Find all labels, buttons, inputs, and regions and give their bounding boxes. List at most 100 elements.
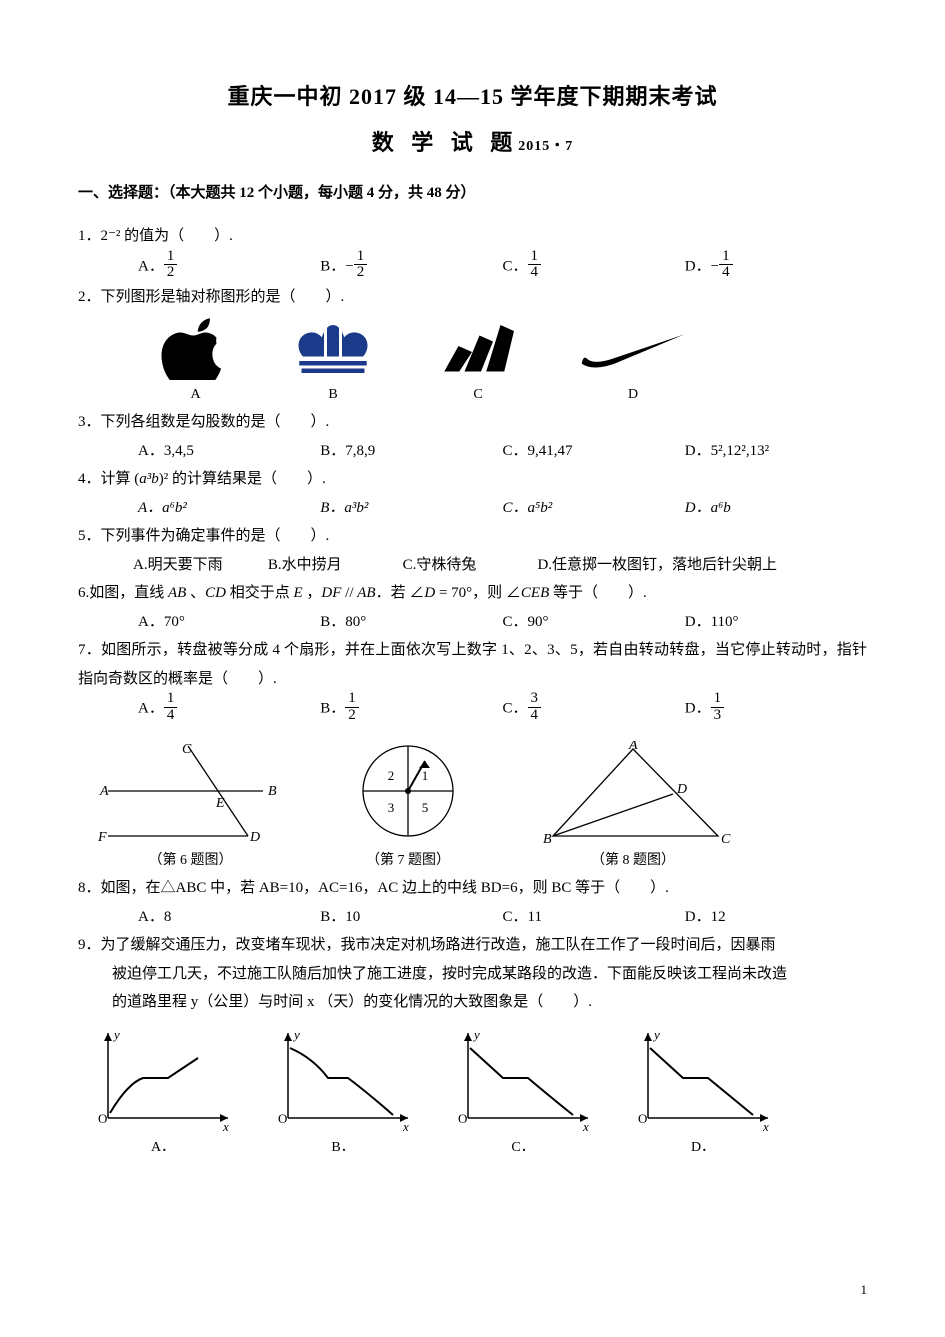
q4-opt-c: C．a⁵b² <box>503 494 685 523</box>
q5-options: A.明天要下雨 B.水中捞月 C.守株待兔 D.任意掷一枚图钉，落地后针尖朝上 <box>78 551 867 580</box>
q6-options: A．70° B．80° C．90° D．110° <box>78 608 867 637</box>
q2-stem: 2．下列图形是轴对称图形的是（ ）. <box>78 283 867 312</box>
q9-line1: 9．为了缓解交通压力，改变堵车现状，我市决定对机场路进行改造，施工队在工作了一段… <box>78 931 867 960</box>
q4-options: A．a⁶b² B．a³b² C．a⁵b² D．a⁶b <box>78 494 867 523</box>
fig8: A B C D （第 8 题图） <box>533 741 733 875</box>
q9-line3: 的道路里程 y（公里）与时间 x （天）的变化情况的大致图象是（ ）. <box>78 988 867 1017</box>
q9-graph-a: O x y A． <box>88 1023 238 1162</box>
svg-text:C: C <box>182 742 192 757</box>
fig6-caption: （第 6 题图） <box>98 848 283 875</box>
q3-stem: 3．下列各组数是勾股数的是（ ）. <box>78 408 867 437</box>
svg-text:O: O <box>638 1111 647 1126</box>
q4-opt-b: B．a³b² <box>320 494 502 523</box>
svg-text:x: x <box>582 1119 589 1133</box>
svg-text:1: 1 <box>422 768 429 783</box>
q2-label-b: B <box>288 382 378 409</box>
q2-fig-b: B <box>288 318 378 409</box>
q5-opt-c: C.守株待兔 <box>403 551 538 580</box>
svg-text:O: O <box>458 1111 467 1126</box>
svg-text:A: A <box>99 784 109 799</box>
heading-date: 2015・7 <box>518 139 573 154</box>
q1-stem: 1．2⁻² 的值为（ ）. <box>78 222 867 251</box>
q6-opt-c: C．90° <box>503 608 685 637</box>
q2-label-a: A <box>158 382 233 409</box>
q1-opt-a: A．12 <box>138 251 320 284</box>
svg-text:3: 3 <box>388 800 395 815</box>
graph-d-svg: O x y <box>628 1023 778 1133</box>
fig8-caption: （第 8 题图） <box>533 848 733 875</box>
q8-opt-a: A．8 <box>138 903 320 932</box>
svg-text:B: B <box>543 832 552 846</box>
q2-label-c: C <box>433 382 523 409</box>
svg-text:y: y <box>292 1027 300 1042</box>
svg-text:B: B <box>268 784 277 799</box>
apple-logo-icon <box>158 318 233 380</box>
q9-label-b: B． <box>268 1135 418 1162</box>
q1-opt-b: B．−12 <box>320 251 502 284</box>
q2-figures: A B <box>78 318 867 409</box>
svg-text:D: D <box>249 830 260 845</box>
q8-options: A．8 B．10 C．11 D．12 <box>78 903 867 932</box>
q4-opt-a: A．a⁶b² <box>138 494 320 523</box>
q5-stem: 5．下列事件为确定事件的是（ ）. <box>78 522 867 551</box>
section-1-header: 一、选择题：（本大题共 12 个小题，每小题 4 分，共 48 分） <box>78 179 867 208</box>
q9-label-a: A． <box>88 1135 238 1162</box>
q3-opt-b: B．7,8,9 <box>320 437 502 466</box>
heading-line-2: 数 学 试 题2015・7 <box>78 122 867 164</box>
fig6-diagram: A B E C D F <box>98 741 283 846</box>
q9-label-d: D． <box>628 1135 778 1162</box>
nike-swoosh-icon <box>578 318 688 380</box>
svg-text:O: O <box>278 1111 287 1126</box>
svg-text:O: O <box>98 1111 107 1126</box>
q5-opt-b: B.水中捞月 <box>268 551 403 580</box>
svg-text:D: D <box>676 782 687 797</box>
q8-opt-b: B．10 <box>320 903 502 932</box>
svg-text:y: y <box>472 1027 480 1042</box>
q7-opt-d: D．13 <box>685 693 867 726</box>
q6-opt-b: B．80° <box>320 608 502 637</box>
svg-text:C: C <box>721 832 731 846</box>
svg-text:A: A <box>628 741 638 753</box>
q2-label-d: D <box>578 382 688 409</box>
fig8-triangle: A B C D <box>533 741 733 846</box>
heading-line-1: 重庆一中初 2017 级 14—15 学年度下期期末考试 <box>78 76 867 118</box>
svg-text:y: y <box>112 1027 120 1042</box>
fig7: 1 2 3 5 （第 7 题图） <box>353 736 463 875</box>
q3-opt-a: A．3,4,5 <box>138 437 320 466</box>
q4-opt-d: D．a⁶b <box>685 494 867 523</box>
q7-opt-a: A．14 <box>138 693 320 726</box>
fig7-spinner: 1 2 3 5 <box>353 736 463 846</box>
adidas-trefoil-icon <box>288 318 378 380</box>
svg-text:F: F <box>98 830 107 845</box>
svg-text:E: E <box>215 796 225 811</box>
svg-text:x: x <box>402 1119 409 1133</box>
q1-opt-d: D．−14 <box>685 251 867 284</box>
q9-graph-d: O x y D． <box>628 1023 778 1162</box>
q4-stem: 4．计算 (a³b)² 的计算结果是（ ）. <box>78 465 867 494</box>
q9-label-c: C． <box>448 1135 598 1162</box>
q3-opt-d: D．5²,12²,13² <box>685 437 867 466</box>
q3-options: A．3,4,5 B．7,8,9 C．9,41,47 D．5²,12²,13² <box>78 437 867 466</box>
svg-text:x: x <box>222 1119 229 1133</box>
q7-opt-b: B．12 <box>320 693 502 726</box>
q2-fig-a: A <box>158 318 233 409</box>
page: 重庆一中初 2017 级 14—15 学年度下期期末考试 数 学 试 题2015… <box>0 0 945 1337</box>
fig7-caption: （第 7 题图） <box>353 848 463 875</box>
q8-opt-c: C．11 <box>503 903 685 932</box>
q3-opt-c: C．9,41,47 <box>503 437 685 466</box>
q8-opt-d: D．12 <box>685 903 867 932</box>
q2-fig-c: C <box>433 318 523 409</box>
graph-a-svg: O x y <box>88 1023 238 1133</box>
heading-main: 数 学 试 题 <box>372 130 519 155</box>
q2-fig-d: D <box>578 318 688 409</box>
fig-row-678: A B E C D F （第 6 题图） 1 2 3 5 <box>78 736 867 875</box>
q6-opt-a: A．70° <box>138 608 320 637</box>
svg-text:x: x <box>762 1119 769 1133</box>
page-number: 1 <box>861 1278 868 1303</box>
q7-stem: 7．如图所示，转盘被等分成 4 个扇形，并在上面依次写上数字 1、2、3、5，若… <box>78 636 867 693</box>
q5-opt-d: D.任意掷一枚图钉，落地后针尖朝上 <box>537 551 867 580</box>
adidas-stripes-icon <box>433 318 523 380</box>
fig6: A B E C D F （第 6 题图） <box>98 741 283 875</box>
q7-opt-c: C．34 <box>503 693 685 726</box>
svg-text:2: 2 <box>388 768 395 783</box>
